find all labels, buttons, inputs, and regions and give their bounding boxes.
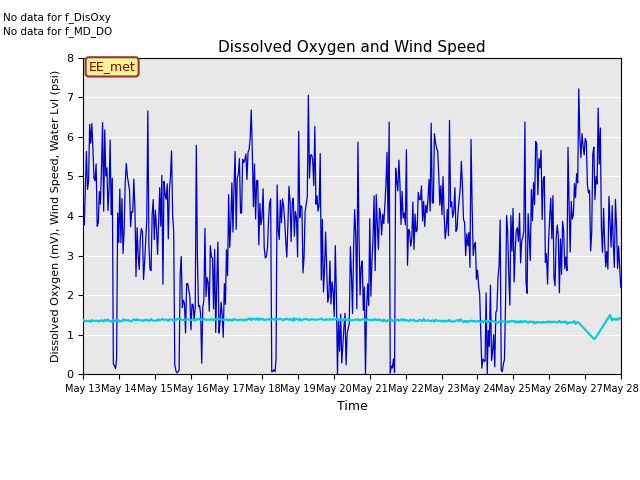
X-axis label: Time: Time [337,400,367,413]
Text: No data for f_MD_DO: No data for f_MD_DO [3,26,113,37]
Text: EE_met: EE_met [89,60,136,73]
Y-axis label: Dissolved Oxygen (mV), Wind Speed, Water Lvl (psi): Dissolved Oxygen (mV), Wind Speed, Water… [51,70,61,362]
Text: No data for f_DisOxy: No data for f_DisOxy [3,12,111,23]
Title: Dissolved Oxygen and Wind Speed: Dissolved Oxygen and Wind Speed [218,40,486,55]
